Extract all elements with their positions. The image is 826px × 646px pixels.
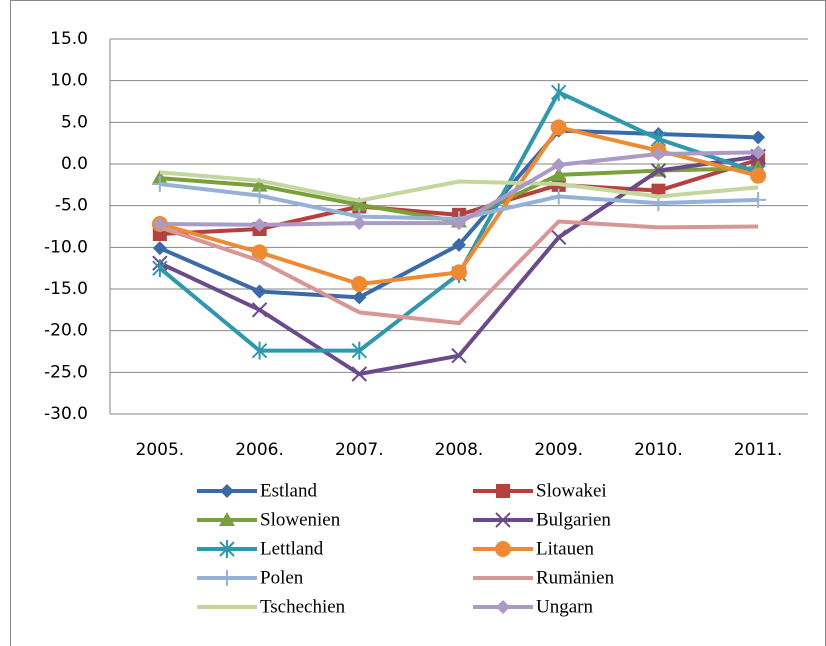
x-tick-label: 2007. xyxy=(335,440,384,460)
y-tick-label: 15.0 xyxy=(50,29,88,49)
legend-label: Rumänien xyxy=(536,567,615,588)
chart-frame xyxy=(10,0,826,646)
marker xyxy=(351,276,368,292)
marker xyxy=(219,540,235,558)
y-tick-label: -25.0 xyxy=(44,362,88,382)
y-tick-label: -5.0 xyxy=(55,196,88,216)
legend-entry: Slowakei xyxy=(473,480,607,501)
marker xyxy=(152,217,167,231)
legend-entry: Estland xyxy=(197,480,317,501)
y-tick-label: 0.0 xyxy=(61,154,88,174)
legend-label: Tschechien xyxy=(260,596,346,617)
legend-entry: Rumänien xyxy=(473,567,615,588)
series xyxy=(159,219,759,326)
x-tick-label: 2005. xyxy=(136,440,185,460)
y-tick-label: 10.0 xyxy=(50,71,88,91)
marker xyxy=(495,512,511,528)
y-tick-label: -20.0 xyxy=(44,321,88,341)
marker xyxy=(452,237,466,252)
marker xyxy=(251,244,268,261)
marker xyxy=(550,166,567,181)
x-tick-label: 2011. xyxy=(734,440,783,460)
marker xyxy=(750,191,767,208)
series xyxy=(159,170,759,203)
x-tick-label: 2008. xyxy=(435,440,484,460)
marker xyxy=(352,216,367,231)
x-tick-label: 2009. xyxy=(534,440,583,460)
legend-entry: Lettland xyxy=(197,538,324,559)
marker xyxy=(496,484,510,498)
legend-label: Litauen xyxy=(536,538,595,559)
legend-label: Slowenien xyxy=(260,509,341,530)
legend-label: Ungarn xyxy=(536,596,593,617)
marker xyxy=(220,484,234,498)
legend-entry: Litauen xyxy=(473,538,595,559)
marker xyxy=(451,264,467,281)
marker xyxy=(496,600,510,614)
legend-label: Polen xyxy=(260,567,304,588)
y-tick-label: -10.0 xyxy=(44,237,88,257)
series xyxy=(152,145,766,232)
x-tick-label: 2010. xyxy=(634,440,683,460)
marker xyxy=(251,341,268,360)
marker xyxy=(751,130,766,145)
legend-entry: Polen xyxy=(197,567,304,588)
marker xyxy=(351,196,368,211)
marker xyxy=(452,216,466,231)
marker xyxy=(550,188,567,205)
legend-entry: Tschechien xyxy=(197,596,346,617)
legend-label: Bulgarien xyxy=(536,509,611,530)
marker xyxy=(550,119,567,136)
marker xyxy=(152,259,168,278)
x-tick-label: 2006. xyxy=(235,440,284,460)
legend-entry: Bulgarien xyxy=(473,509,611,530)
y-tick-label: -15.0 xyxy=(44,279,88,299)
marker xyxy=(750,167,767,184)
marker xyxy=(219,570,235,586)
marker xyxy=(551,157,566,172)
marker xyxy=(252,284,267,299)
marker xyxy=(551,83,567,102)
legend-label: Lettland xyxy=(260,538,324,559)
marker xyxy=(651,147,666,161)
y-tick-label: 5.0 xyxy=(61,112,88,132)
series-line xyxy=(159,170,759,203)
legend-entry: Ungarn xyxy=(473,596,593,617)
legend-label: Estland xyxy=(260,480,317,501)
marker xyxy=(751,145,766,160)
marker xyxy=(152,241,167,256)
marker xyxy=(650,162,667,179)
marker xyxy=(251,177,268,192)
marker xyxy=(451,347,467,364)
marker xyxy=(551,229,567,246)
series xyxy=(152,148,766,382)
legend-entry: Slowenien xyxy=(197,509,341,530)
marker xyxy=(351,366,367,382)
marker xyxy=(495,541,511,557)
marker xyxy=(251,187,268,204)
y-tick-label: -30.0 xyxy=(44,404,88,424)
marker xyxy=(219,512,235,526)
marker xyxy=(252,217,267,232)
marker xyxy=(251,302,268,318)
marker xyxy=(151,176,168,192)
series-line xyxy=(159,219,759,326)
legend-label: Slowakei xyxy=(536,480,607,501)
marker xyxy=(351,341,367,360)
marker xyxy=(352,290,367,305)
